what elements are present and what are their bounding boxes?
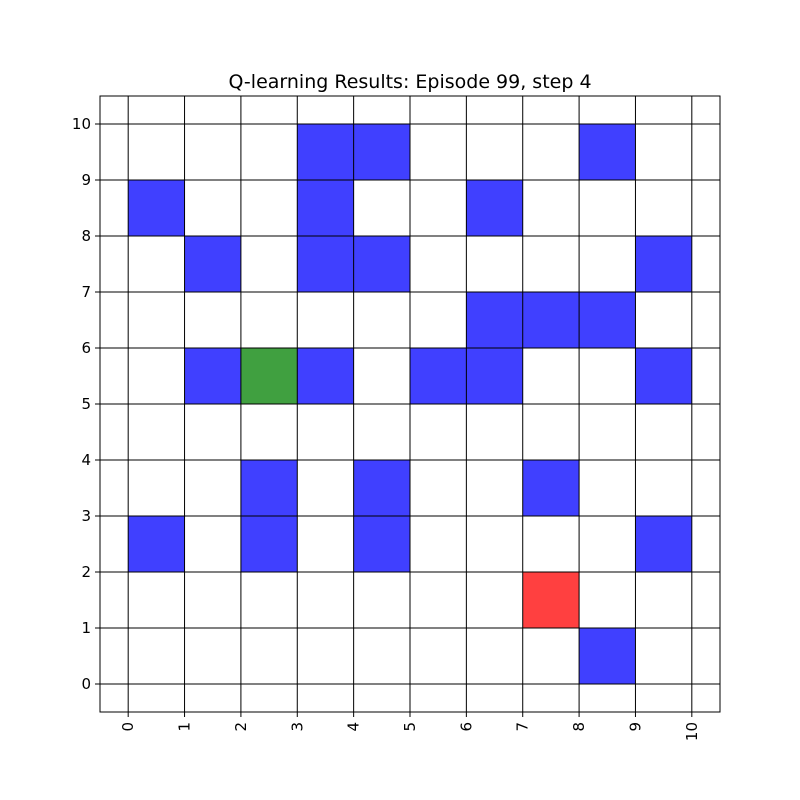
x-tick-label: 6	[457, 722, 475, 732]
y-axis-ticks: 0 1 2 3 4 5 6 7 8 9 10	[72, 115, 100, 693]
obstacle-cell	[353, 460, 410, 516]
y-tick-label: 2	[81, 563, 91, 581]
x-tick-label: 8	[570, 722, 588, 732]
obstacle-cell	[579, 124, 636, 180]
obstacle-cell	[579, 628, 636, 684]
obstacle-cell	[353, 236, 410, 292]
y-tick-label: 8	[81, 227, 91, 245]
y-tick-label: 6	[81, 339, 91, 357]
obstacle-cell	[579, 292, 636, 348]
obstacle-cell	[635, 236, 692, 292]
y-tick-label: 5	[81, 395, 91, 413]
obstacle-cell	[297, 236, 354, 292]
obstacle-cell	[297, 124, 354, 180]
x-tick-label: 9	[626, 722, 644, 732]
x-tick-label: 3	[288, 722, 306, 732]
obstacle-cell	[466, 292, 523, 348]
x-axis-ticks: 0 1 2 3 4 5 6 7 8 9 10	[119, 712, 701, 741]
grid-lines	[100, 96, 720, 712]
y-tick-label: 4	[81, 451, 91, 469]
x-tick-label: 10	[683, 722, 701, 741]
x-tick-label: 4	[345, 722, 363, 732]
y-tick-label: 7	[81, 283, 91, 301]
obstacle-cell	[466, 180, 523, 236]
goal-cell	[522, 572, 580, 628]
obstacle-cell	[184, 236, 241, 292]
obstacle-cell	[635, 348, 692, 404]
y-tick-label: 10	[72, 115, 91, 133]
x-tick-label: 2	[232, 722, 250, 732]
plot-frame	[99, 95, 721, 713]
y-tick-label: 3	[81, 507, 91, 525]
obstacle-cell	[522, 460, 580, 516]
y-tick-label: 1	[81, 619, 91, 637]
obstacle-cell	[240, 460, 298, 516]
obstacle-cell	[522, 292, 580, 348]
obstacle-cell	[128, 516, 185, 572]
obstacle-cell	[466, 348, 523, 404]
y-tick-label: 9	[81, 171, 91, 189]
obstacle-cell	[353, 516, 410, 572]
cells-layer	[128, 124, 692, 684]
x-tick-label: 1	[176, 722, 194, 732]
obstacle-cell	[297, 180, 354, 236]
chart-title: Q-learning Results: Episode 99, step 4	[228, 71, 591, 93]
agent-cell	[240, 348, 298, 404]
obstacle-cell	[410, 348, 467, 404]
y-tick-label: 0	[81, 675, 91, 693]
obstacle-cell	[240, 516, 298, 572]
x-tick-label: 5	[401, 722, 419, 732]
obstacle-cell	[184, 348, 241, 404]
x-tick-label: 0	[119, 722, 137, 732]
x-tick-label: 7	[514, 722, 532, 732]
obstacle-cell	[128, 180, 185, 236]
obstacle-cell	[353, 124, 410, 180]
obstacle-cell	[297, 348, 354, 404]
obstacle-cell	[635, 516, 692, 572]
